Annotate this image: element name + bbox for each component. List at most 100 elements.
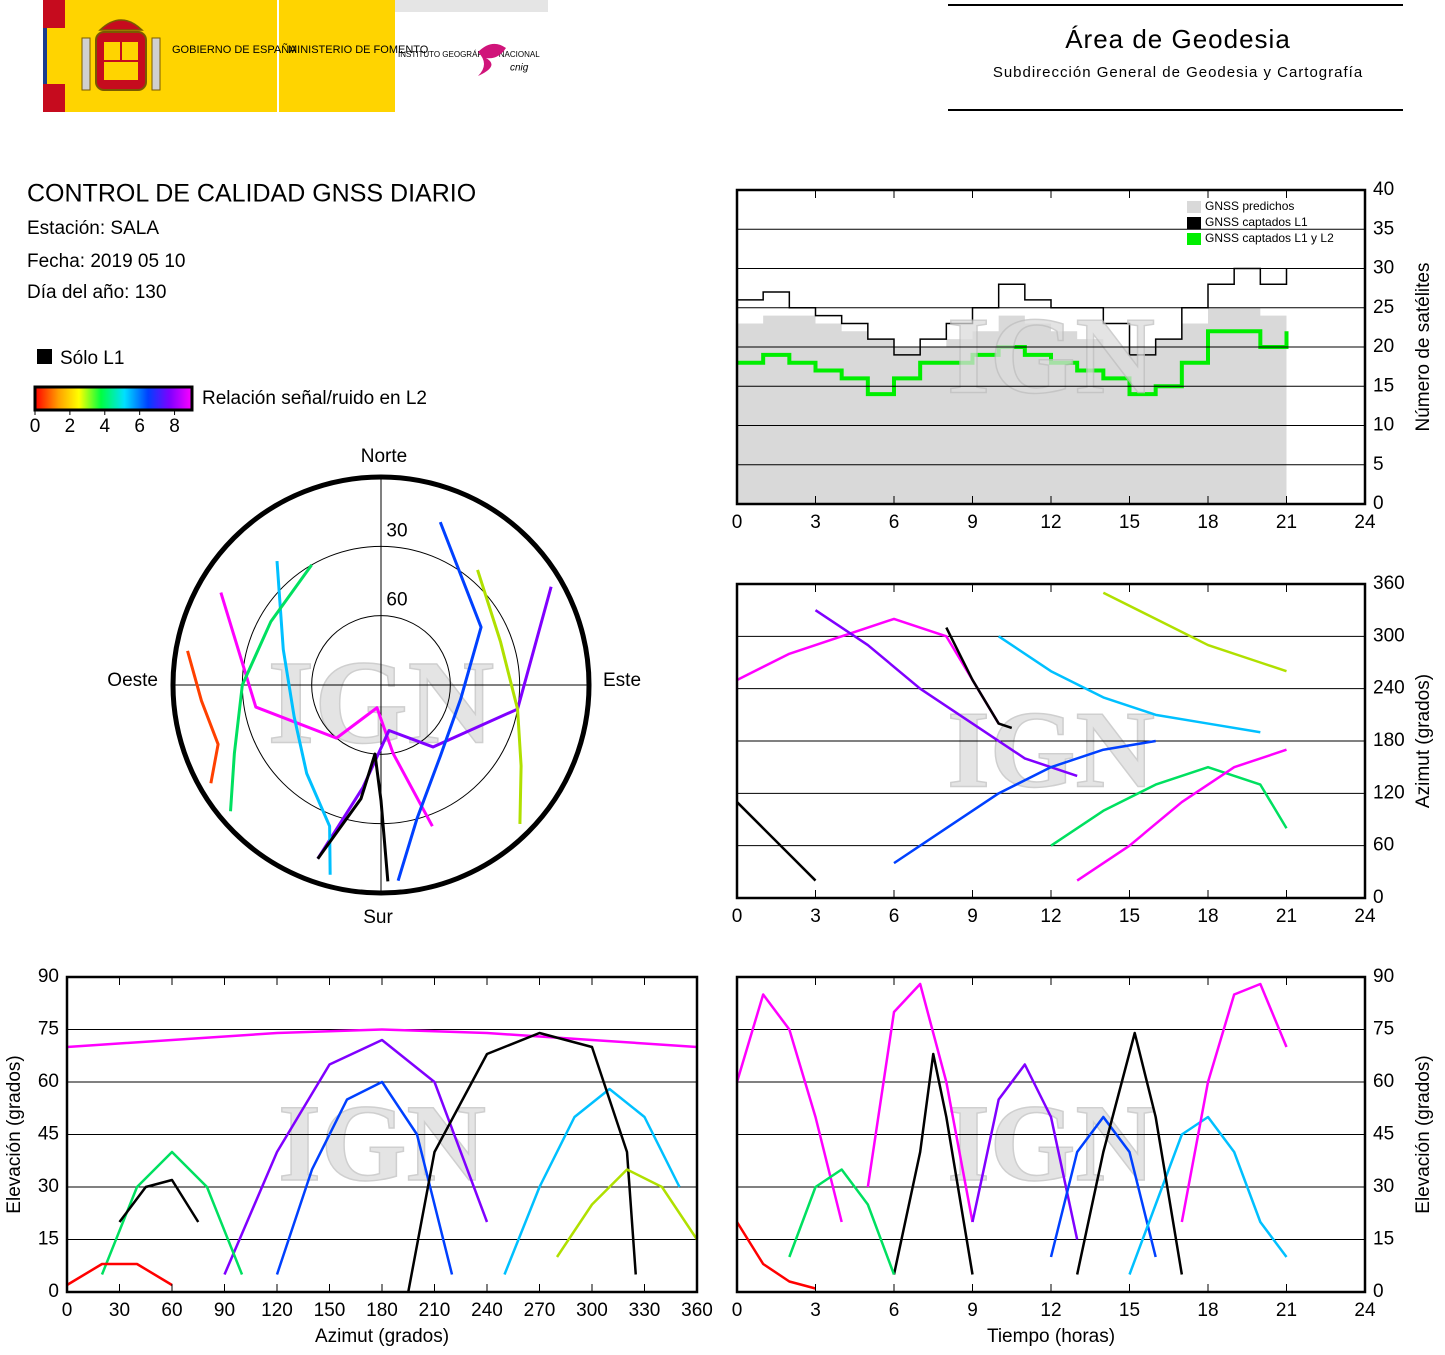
x-tick-label: 12	[1040, 1300, 1061, 1321]
satellite-track	[1050, 765, 1288, 847]
direction-label: Este	[603, 670, 641, 691]
y-tick-label: 30	[1373, 1176, 1394, 1197]
y-tick-label: 15	[1373, 1229, 1394, 1250]
horizon	[170, 474, 592, 896]
satellite-track	[1076, 748, 1287, 882]
y-tick-label: 60	[1373, 1071, 1394, 1092]
x-tick-label: 0	[62, 1300, 73, 1321]
legend-label: GNSS predichos	[1205, 199, 1294, 213]
institute-logo	[478, 43, 506, 76]
satellite-track	[1049, 1115, 1157, 1258]
station: Estación: SALA	[27, 218, 159, 239]
chart: IGN 0 5 10 15 20 25 30 35 40 0 3 6 9 12 15 18 21 24 Número …	[732, 179, 1434, 533]
x-tick-label: 24	[1354, 512, 1376, 533]
y-axis-label: Elevación (grados)	[4, 1055, 25, 1213]
area-header: Área de Geodesia Subdirección General de…	[948, 4, 1403, 111]
y-tick-label: 45	[1373, 1124, 1394, 1145]
y-tick-label: 60	[1373, 835, 1394, 856]
satellite-track	[945, 627, 1013, 730]
x-tick-label: 9	[967, 1300, 978, 1321]
x-tick-label: 240	[471, 1300, 503, 1321]
snr-tick-label: 2	[65, 416, 76, 437]
y-tick-label: 20	[1373, 336, 1394, 357]
x-tick-label: 210	[419, 1300, 451, 1321]
direction-label: Oeste	[107, 670, 158, 691]
date: Fecha: 2019 05 10	[27, 251, 185, 272]
y-tick-label: 300	[1373, 625, 1405, 646]
satellite-track	[316, 586, 553, 860]
satellite-track	[814, 609, 1078, 778]
satellite-track	[997, 635, 1261, 734]
satellite-track	[866, 982, 974, 1223]
line	[737, 267, 1288, 356]
snr-tick-label: 4	[99, 416, 110, 437]
satellite-track	[735, 1221, 816, 1290]
y-axis-label: Elevación (grados)	[1413, 1055, 1434, 1213]
satellite-track	[275, 1080, 454, 1275]
satellite-track	[476, 569, 523, 824]
chart: IGN 0 60 120 180 240 300 360 0 3 6 9 12 15 18 21 24 Azimu…	[732, 573, 1434, 927]
x-tick-label: 15	[1119, 512, 1140, 533]
y-tick-label: 90	[1373, 966, 1394, 987]
direction-label: Sur	[363, 907, 393, 928]
day-of-year: Día del año: 130	[27, 282, 166, 303]
satellite-track	[219, 592, 434, 827]
y-tick-label: 40	[1373, 179, 1394, 200]
x-tick-label: 24	[1354, 906, 1376, 927]
y-tick-label: 10	[1373, 415, 1394, 436]
satellite-track	[316, 752, 390, 882]
satellite-track	[1180, 982, 1288, 1223]
satellite-track	[186, 650, 220, 784]
government-label: GOBIERNO DE ESPAÑA	[172, 43, 297, 56]
x-tick-label: 3	[810, 906, 821, 927]
chart: IGN 0 15 30 45 60 75 90 0 30 60 90 120 150 180 210 240 27…	[4, 966, 713, 1347]
x-tick-label: 0	[732, 512, 743, 533]
x-tick-label: 18	[1197, 1300, 1218, 1321]
satellite-track	[1128, 1115, 1288, 1275]
plot-frame	[735, 582, 1367, 900]
snr-tick-label: 8	[169, 416, 180, 437]
x-tick-label: 120	[261, 1300, 293, 1321]
satellite-track	[893, 739, 1156, 865]
x-tick-label: 21	[1276, 906, 1297, 927]
y-tick-label: 180	[1373, 730, 1405, 751]
x-tick-label: 0	[732, 1300, 743, 1321]
satellite-track	[1075, 1031, 1184, 1275]
x-tick-label: 21	[1276, 1300, 1297, 1321]
satellite-track	[275, 560, 332, 875]
report-title: CONTROL DE CALIDAD GNSS DIARIO	[27, 180, 476, 208]
logo-bar	[395, 0, 548, 12]
snr-colorbar	[33, 385, 194, 412]
plot-frame	[735, 188, 1367, 506]
elevation-label: 30	[386, 520, 407, 541]
legend-label: GNSS captados L1 y L2	[1205, 231, 1334, 245]
x-tick-label: 0	[732, 906, 743, 927]
satellite-track	[503, 1087, 681, 1275]
y-tick-label: 25	[1373, 297, 1394, 318]
watermark: IGN	[947, 294, 1155, 416]
y-tick-label: 0	[1373, 887, 1384, 908]
satellite-track	[735, 993, 843, 1223]
flag-stripe	[43, 84, 65, 112]
x-tick-label: 60	[161, 1300, 182, 1321]
satellite-track	[396, 521, 483, 882]
y-axis-label: Azimut (grados)	[1413, 674, 1434, 808]
y-tick-label: 0	[48, 1281, 59, 1302]
elevation-ring	[311, 615, 451, 755]
l1-swatch	[37, 349, 52, 364]
area	[737, 307, 1287, 504]
l1-label: Sólo L1	[60, 348, 124, 369]
y-tick-label: 30	[38, 1176, 59, 1197]
legend-label: GNSS captados L1	[1205, 215, 1308, 229]
y-tick-label: 360	[1373, 573, 1405, 594]
satellite-track	[66, 1028, 698, 1049]
y-tick-label: 5	[1373, 454, 1384, 475]
y-tick-label: 75	[38, 1019, 59, 1040]
x-tick-label: 15	[1119, 906, 1140, 927]
legend-swatch	[1187, 233, 1201, 245]
x-axis-label: Azimut (grados)	[315, 1326, 449, 1347]
y-tick-label: 35	[1373, 218, 1394, 239]
satellite-track	[1102, 591, 1287, 673]
cnig-label: cnig	[510, 63, 529, 74]
